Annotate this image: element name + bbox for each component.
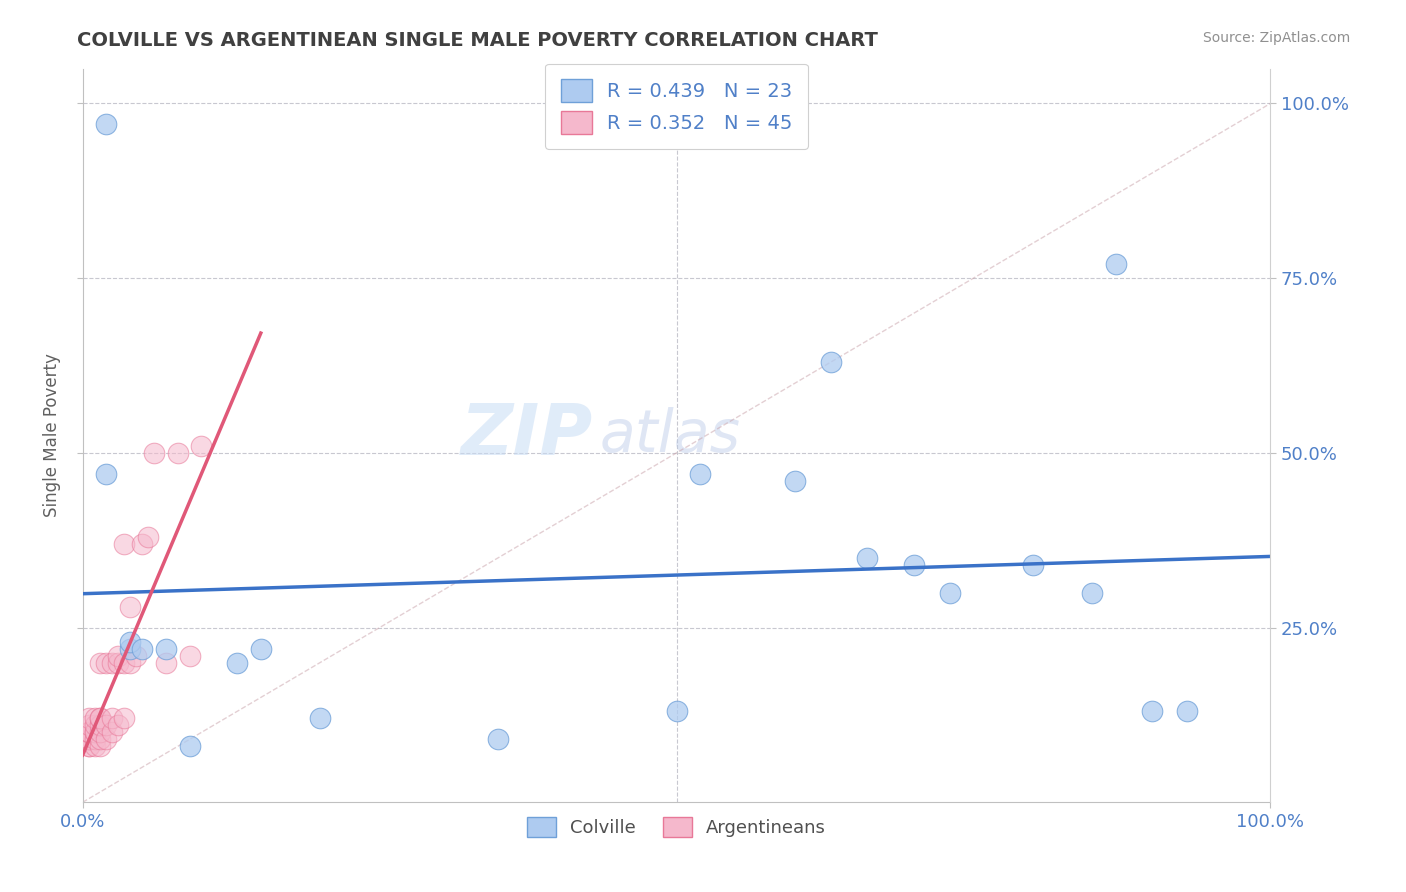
Point bbox=[89, 718, 111, 732]
Point bbox=[1140, 705, 1163, 719]
Point bbox=[903, 558, 925, 572]
Point bbox=[96, 656, 118, 670]
Point bbox=[136, 530, 159, 544]
Point bbox=[112, 537, 135, 551]
Point bbox=[77, 711, 100, 725]
Point bbox=[101, 725, 124, 739]
Point bbox=[77, 732, 100, 747]
Point bbox=[83, 711, 105, 725]
Point bbox=[77, 725, 100, 739]
Point bbox=[1175, 705, 1198, 719]
Point bbox=[96, 732, 118, 747]
Point bbox=[83, 718, 105, 732]
Point bbox=[77, 739, 100, 754]
Point bbox=[89, 739, 111, 754]
Point bbox=[120, 641, 142, 656]
Point bbox=[77, 732, 100, 747]
Text: COLVILLE VS ARGENTINEAN SINGLE MALE POVERTY CORRELATION CHART: COLVILLE VS ARGENTINEAN SINGLE MALE POVE… bbox=[77, 31, 879, 50]
Point bbox=[166, 446, 188, 460]
Point bbox=[179, 739, 201, 754]
Point bbox=[120, 599, 142, 614]
Text: atlas: atlas bbox=[599, 407, 741, 464]
Point bbox=[107, 648, 129, 663]
Point bbox=[89, 725, 111, 739]
Point bbox=[89, 732, 111, 747]
Point bbox=[77, 739, 100, 754]
Point bbox=[486, 732, 509, 747]
Point bbox=[309, 711, 332, 725]
Point bbox=[83, 725, 105, 739]
Point bbox=[77, 718, 100, 732]
Point bbox=[120, 656, 142, 670]
Point bbox=[89, 656, 111, 670]
Point bbox=[101, 711, 124, 725]
Point bbox=[77, 732, 100, 747]
Text: Source: ZipAtlas.com: Source: ZipAtlas.com bbox=[1202, 31, 1350, 45]
Point bbox=[107, 718, 129, 732]
Text: ZIP: ZIP bbox=[461, 401, 593, 470]
Point bbox=[142, 446, 165, 460]
Point bbox=[820, 355, 842, 369]
Point bbox=[179, 648, 201, 663]
Point bbox=[689, 467, 711, 481]
Point bbox=[83, 739, 105, 754]
Point bbox=[938, 585, 960, 599]
Point bbox=[77, 725, 100, 739]
Point bbox=[665, 705, 688, 719]
Point bbox=[89, 711, 111, 725]
Point bbox=[107, 656, 129, 670]
Point bbox=[101, 656, 124, 670]
Point bbox=[226, 656, 249, 670]
Point bbox=[96, 117, 118, 131]
Point bbox=[112, 711, 135, 725]
Point bbox=[83, 732, 105, 747]
Point bbox=[89, 711, 111, 725]
Point bbox=[120, 634, 142, 648]
Point bbox=[155, 656, 177, 670]
Point bbox=[1105, 257, 1128, 271]
Point bbox=[77, 725, 100, 739]
Point bbox=[155, 641, 177, 656]
Point bbox=[855, 550, 877, 565]
Point bbox=[83, 725, 105, 739]
Point bbox=[96, 718, 118, 732]
Point bbox=[96, 467, 118, 481]
Y-axis label: Single Male Poverty: Single Male Poverty bbox=[44, 353, 60, 517]
Legend: Colville, Argentineans: Colville, Argentineans bbox=[520, 809, 834, 845]
Point bbox=[131, 537, 153, 551]
Point bbox=[785, 474, 807, 488]
Point bbox=[249, 641, 271, 656]
Point bbox=[131, 641, 153, 656]
Point bbox=[190, 439, 212, 453]
Point bbox=[112, 656, 135, 670]
Point bbox=[125, 648, 148, 663]
Point bbox=[1081, 585, 1104, 599]
Point bbox=[1022, 558, 1045, 572]
